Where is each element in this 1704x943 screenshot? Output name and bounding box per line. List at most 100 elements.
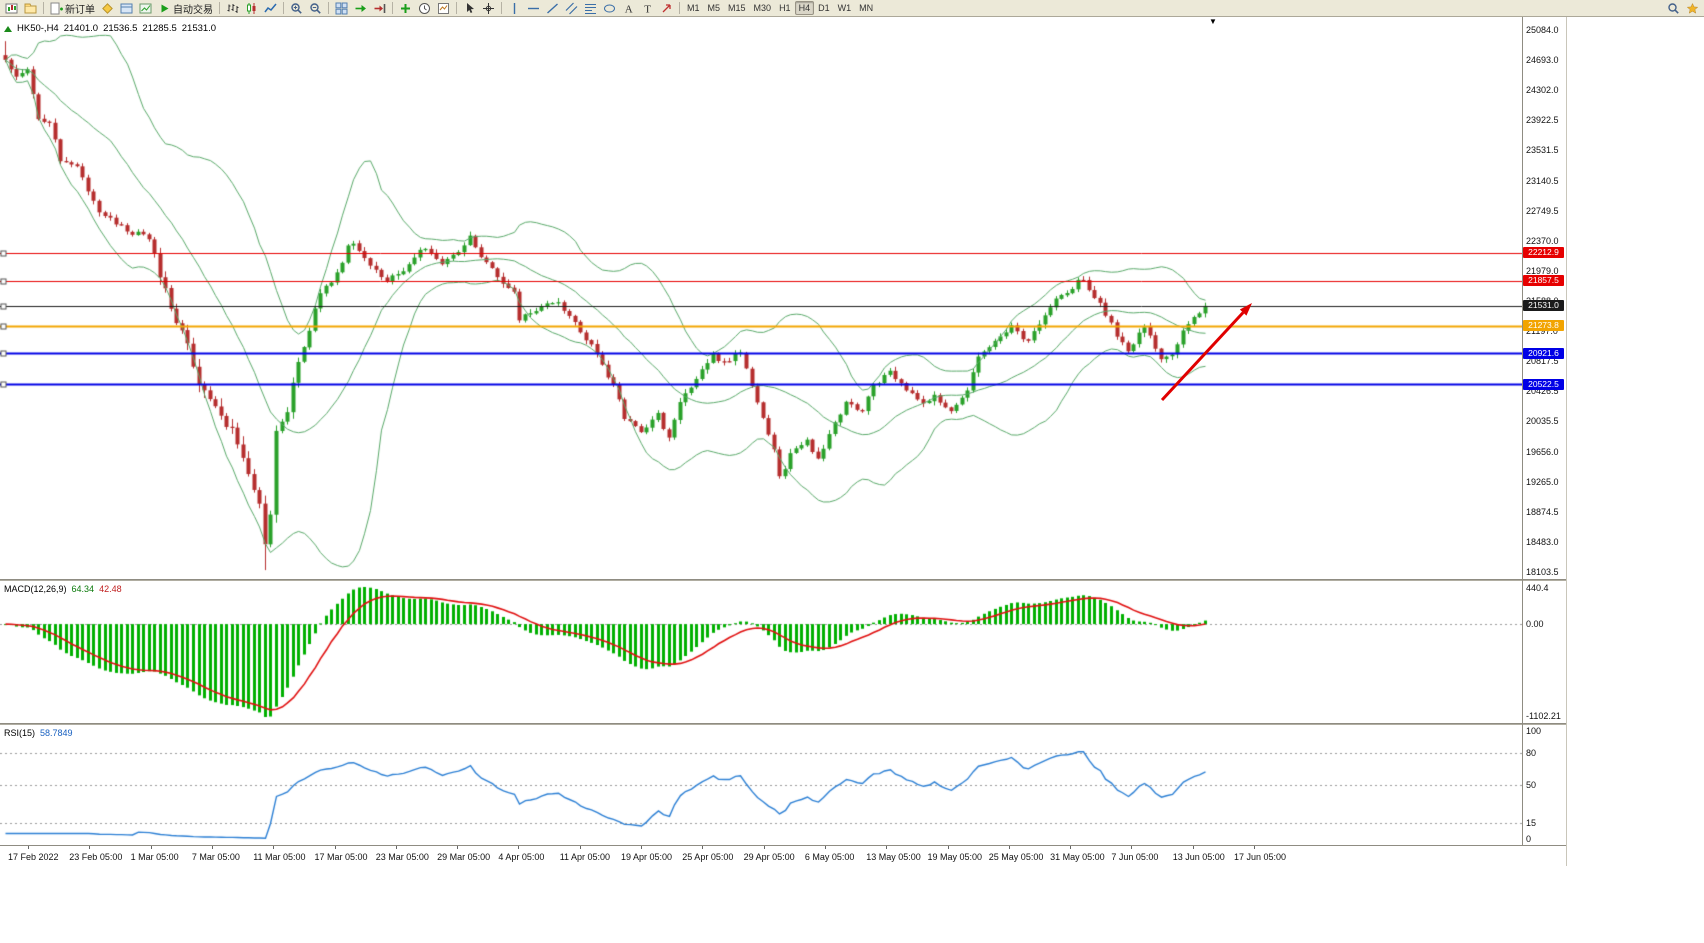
price-tick-label: 21979.0	[1526, 265, 1559, 276]
price-tick-label: 22749.5	[1526, 205, 1559, 216]
rsi-tick-label: 15	[1526, 817, 1537, 828]
terminal-icon[interactable]	[117, 1, 136, 16]
tf-mn[interactable]: MN	[855, 1, 877, 15]
tf-m5[interactable]: M5	[704, 1, 725, 15]
price-tick-label: 24302.0	[1526, 85, 1559, 96]
trendline-button[interactable]	[543, 1, 562, 16]
price-line-badge: 22212.9	[1523, 247, 1564, 259]
time-tick	[1070, 846, 1072, 849]
tf-h1[interactable]: H1	[775, 1, 795, 15]
tf-w1[interactable]: W1	[834, 1, 856, 15]
templates-button[interactable]	[434, 1, 453, 16]
time-tick	[1008, 846, 1010, 849]
time-tick-label: 11 Mar 05:00	[253, 852, 306, 862]
time-tick-label: 23 Feb 05:00	[69, 852, 123, 862]
strategy-tester-icon[interactable]	[136, 1, 155, 16]
label-button[interactable]: T	[638, 1, 657, 16]
rsi-panel-canvas[interactable]	[0, 725, 1522, 845]
price-tick-label: 18103.5	[1526, 567, 1559, 577]
panel-splitter[interactable]	[0, 723, 1566, 725]
macd-axis[interactable]: 440.4 0.00 -1102.21	[1523, 581, 1566, 723]
time-tick-label: 17 Mar 05:00	[314, 852, 368, 862]
macd-tick-label: 0.00	[1526, 619, 1544, 630]
new-order-glyph	[50, 2, 63, 14]
search-icon[interactable]	[1664, 1, 1683, 16]
search-glyph	[1668, 3, 1679, 14]
chart-profiles-icon[interactable]	[21, 1, 40, 16]
time-tick-label: 17 Feb 2022	[8, 852, 59, 862]
price-tick-label: 23531.5	[1526, 145, 1559, 156]
autotrading-button[interactable]: 自动交易	[155, 1, 216, 16]
toolbar-group-chart-type	[223, 0, 280, 17]
auto-scroll-button[interactable]	[351, 1, 370, 16]
time-tick-label: 25 May 05:00	[988, 852, 1044, 862]
rsi-axis[interactable]: 100 80 50 15 0	[1523, 725, 1566, 845]
toolbar-separator	[392, 2, 393, 14]
tf-m30[interactable]: M30	[750, 1, 776, 15]
tf-d1-label: D1	[818, 3, 830, 13]
macd-panel-canvas[interactable]	[0, 581, 1522, 723]
candlestick-button[interactable]	[242, 1, 261, 16]
metaeditor-icon[interactable]	[98, 1, 117, 16]
macd-tick-label: 440.4	[1526, 583, 1549, 593]
horizontal-line-button[interactable]	[524, 1, 543, 16]
time-tick	[947, 846, 949, 849]
metaeditor-glyph	[102, 2, 113, 14]
rsi-value: 58.7849	[40, 728, 73, 738]
time-tick-label: 7 Jun 05:00	[1111, 852, 1159, 862]
tile-windows-button[interactable]	[332, 1, 351, 16]
toolbar-separator	[219, 2, 220, 14]
chart-shift-button[interactable]	[370, 1, 389, 16]
shapes-button[interactable]	[600, 1, 619, 16]
tf-d1[interactable]: D1	[814, 1, 834, 15]
toolbar-separator	[501, 2, 502, 14]
tf-m1-label: M1	[687, 3, 700, 13]
time-tick-label: 6 May 05:00	[804, 852, 855, 862]
channel-button[interactable]	[562, 1, 581, 16]
close-value: 21531.0	[181, 23, 217, 34]
toolbar-separator	[283, 2, 284, 14]
tf-m1[interactable]: M1	[683, 1, 704, 15]
time-axis[interactable]: 17 Feb 2022 23 Feb 05:00 1 Mar 05:00 7 Mar …	[0, 845, 1566, 866]
time-tick	[457, 846, 459, 849]
bar-chart-button[interactable]	[223, 1, 242, 16]
svg-text:A: A	[625, 3, 633, 15]
toolbar-group-cursor	[460, 0, 498, 17]
line-chart-button[interactable]	[261, 1, 280, 16]
time-tick-label: 29 Mar 05:00	[437, 852, 491, 862]
zoom-out-button[interactable]	[306, 1, 325, 16]
templates-glyph	[438, 2, 449, 14]
new-order-button[interactable]: 新订单	[47, 1, 98, 16]
tf-m15[interactable]: M15	[724, 1, 750, 15]
cursor-button[interactable]	[460, 1, 479, 16]
toolbar-separator	[328, 2, 329, 14]
tf-h1-label: H1	[779, 3, 791, 13]
main-chart-canvas[interactable]	[0, 17, 1522, 579]
rsi-tick-label: 0	[1526, 834, 1532, 844]
tf-h4[interactable]: H4	[794, 1, 815, 15]
favorites-icon[interactable]	[1683, 1, 1702, 16]
periods-button[interactable]	[415, 1, 434, 16]
terminal-glyph	[120, 3, 133, 13]
toolbar-group-chart-tools	[396, 0, 453, 17]
text-button[interactable]: A	[619, 1, 638, 16]
arrows-button[interactable]	[657, 1, 676, 16]
window-right-edge	[1566, 17, 1567, 866]
new-chart-icon[interactable]	[2, 1, 21, 16]
price-tick-label: 18874.5	[1526, 506, 1559, 517]
price-tick-label: 23922.5	[1526, 115, 1559, 126]
vertical-line-button[interactable]	[505, 1, 524, 16]
macd-signal-value: 42.48	[99, 584, 122, 594]
time-tick-label: 17 Jun 05:00	[1234, 852, 1287, 862]
price-tick-label: 24693.0	[1526, 55, 1559, 66]
indicators-button[interactable]	[396, 1, 415, 16]
tf-m30-label: M30	[753, 3, 772, 13]
zoom-in-button[interactable]	[287, 1, 306, 16]
time-tick-label: 29 Apr 05:00	[743, 852, 795, 862]
arrows-glyph	[662, 3, 671, 12]
panel-splitter[interactable]	[0, 579, 1566, 581]
price-axis[interactable]: 25084.0 24693.0 24302.0 23922.5 23531.5 23140…	[1523, 17, 1566, 579]
crosshair-button[interactable]	[479, 1, 498, 16]
fibonacci-button[interactable]	[581, 1, 600, 16]
time-tick	[702, 846, 704, 849]
